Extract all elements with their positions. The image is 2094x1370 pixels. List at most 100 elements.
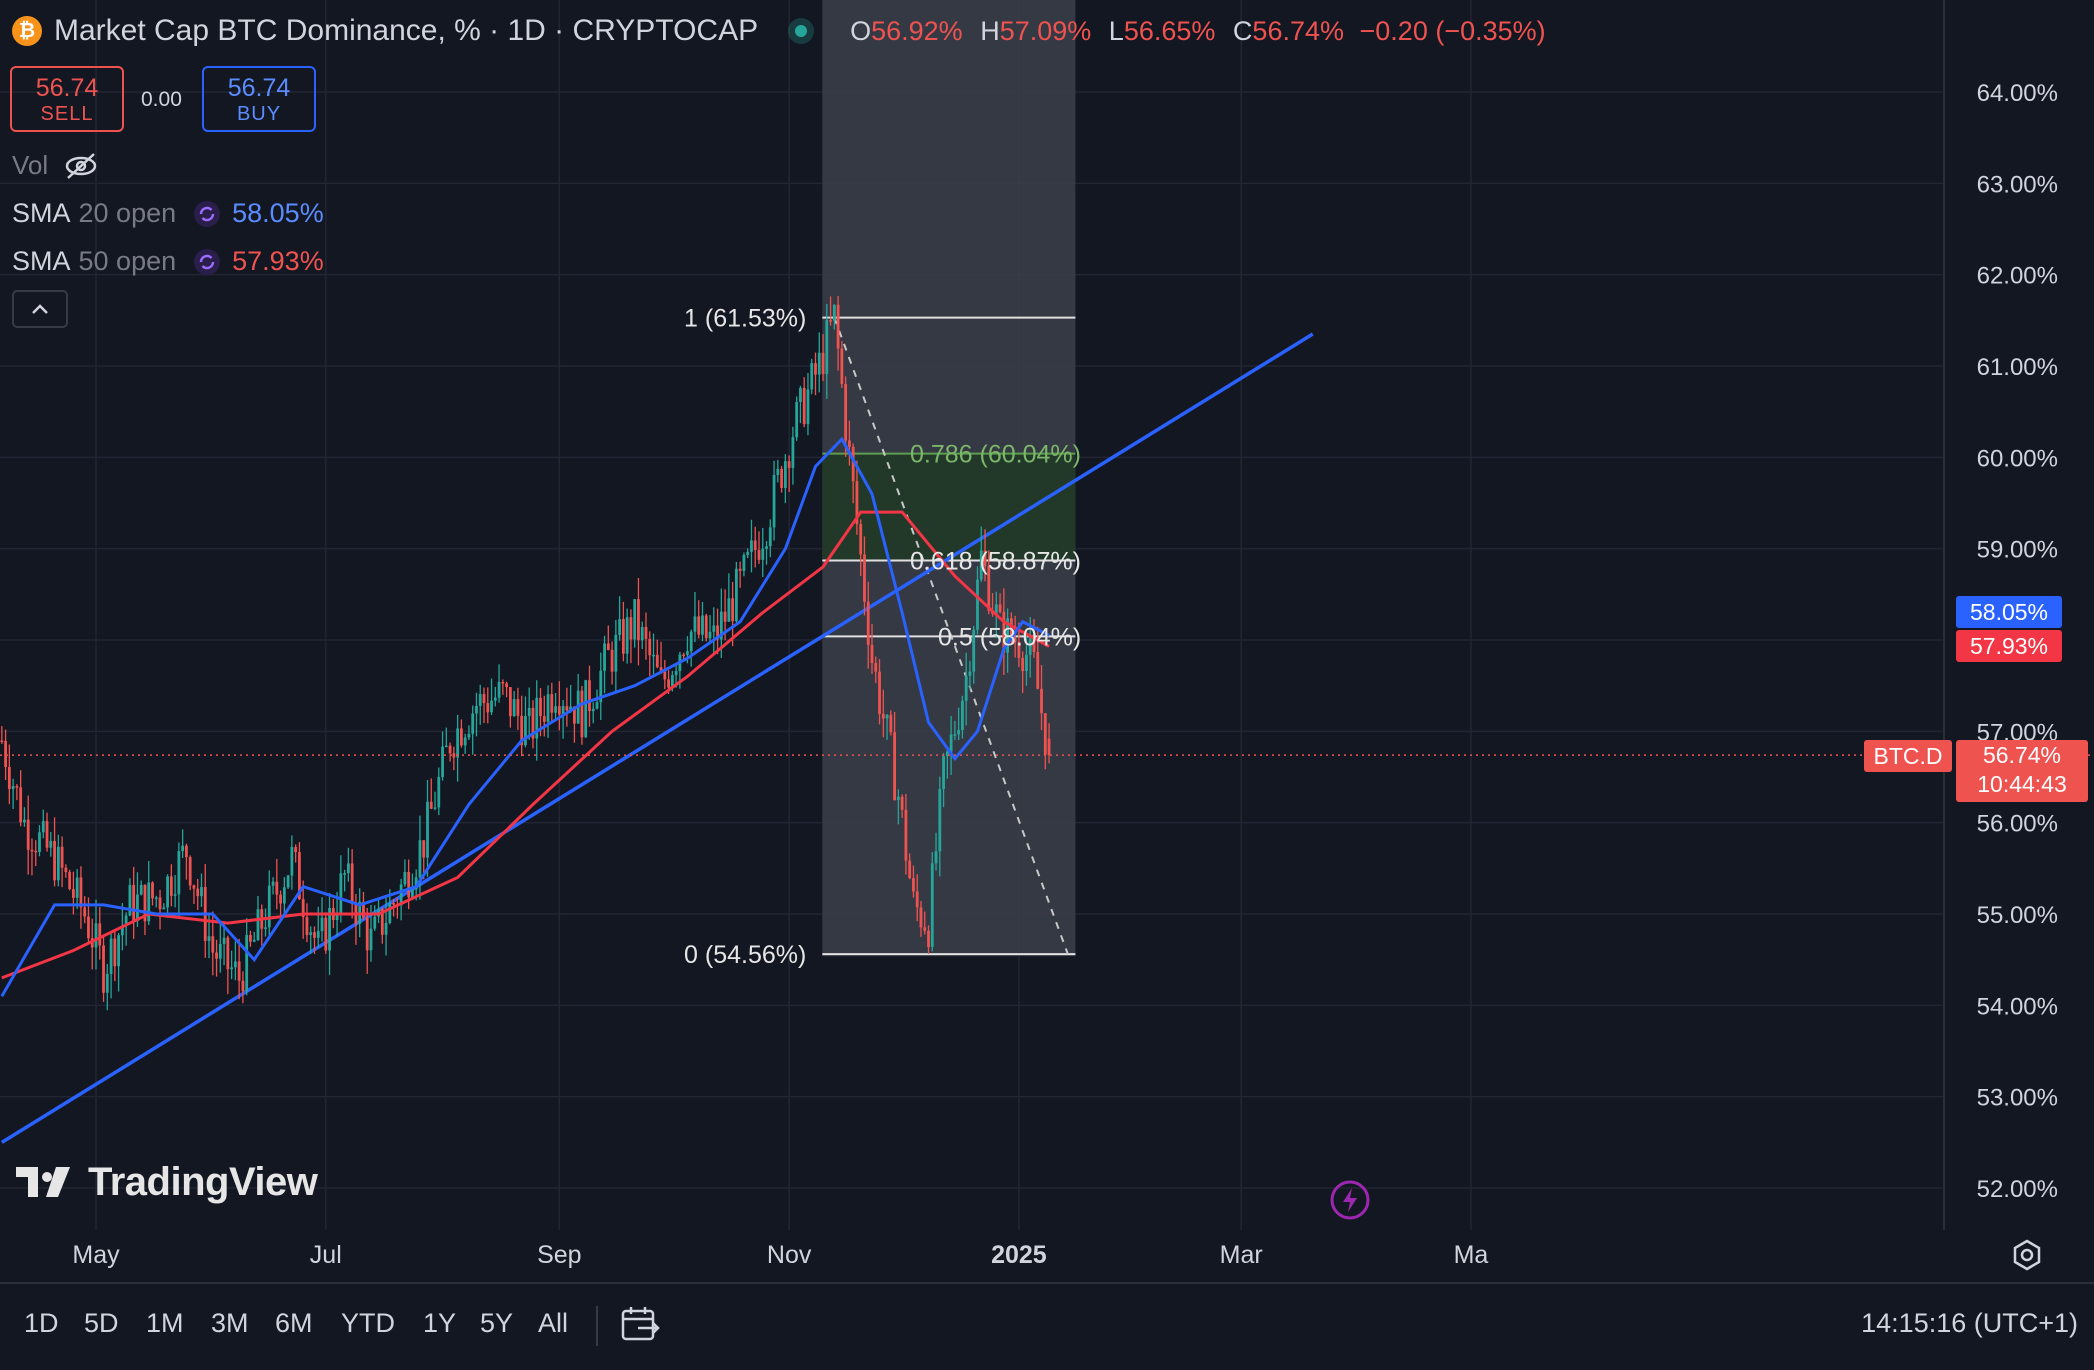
candle-body[interactable] xyxy=(429,801,433,809)
candle-body[interactable] xyxy=(290,847,294,876)
tradingview-logo[interactable]: TradingView xyxy=(16,1160,318,1205)
candle-body[interactable] xyxy=(557,706,561,715)
candle-body[interactable] xyxy=(836,304,840,349)
candle-body[interactable] xyxy=(71,889,75,898)
candle-body[interactable] xyxy=(188,857,192,886)
candle-body[interactable] xyxy=(60,846,64,868)
candle-body[interactable] xyxy=(817,352,821,375)
candle-body[interactable] xyxy=(746,551,750,556)
candle-body[interactable] xyxy=(441,746,444,777)
candle-body[interactable] xyxy=(493,697,497,701)
candle-body[interactable] xyxy=(795,402,799,438)
candle-body[interactable] xyxy=(633,599,637,640)
candle-body[interactable] xyxy=(968,671,972,676)
candle-body[interactable] xyxy=(915,891,919,908)
candle-body[interactable] xyxy=(49,840,53,848)
candle-body[interactable] xyxy=(723,611,727,622)
candle-body[interactable] xyxy=(742,555,746,571)
candle-body[interactable] xyxy=(588,680,591,712)
candle-body[interactable] xyxy=(19,787,23,823)
collapse-legend-button[interactable] xyxy=(12,290,68,328)
candle-body[interactable] xyxy=(863,554,866,602)
candle-body[interactable] xyxy=(41,821,45,833)
candle-body[interactable] xyxy=(490,700,493,713)
candle-body[interactable] xyxy=(158,897,162,910)
candle-body[interactable] xyxy=(271,881,275,886)
candle-body[interactable] xyxy=(256,909,260,941)
candle-body[interactable] xyxy=(324,917,328,951)
candle-body[interactable] xyxy=(599,670,603,703)
candle-body[interactable] xyxy=(780,468,783,488)
candle-body[interactable] xyxy=(825,320,829,375)
candle-body[interactable] xyxy=(731,598,735,622)
candle-body[interactable] xyxy=(674,671,678,676)
candle-body[interactable] xyxy=(844,383,848,441)
sma20-legend[interactable]: SMA 20 open 58.05% xyxy=(12,198,324,229)
candle-body[interactable] xyxy=(934,851,938,864)
candle-body[interactable] xyxy=(388,903,392,923)
candle-body[interactable] xyxy=(339,873,343,916)
candle-body[interactable] xyxy=(147,882,151,922)
range-1y[interactable]: 1Y xyxy=(423,1308,457,1338)
candle-body[interactable] xyxy=(475,705,478,714)
candle-body[interactable] xyxy=(783,461,787,488)
candle-body[interactable] xyxy=(264,927,267,929)
candle-body[interactable] xyxy=(655,654,659,668)
candle-body[interactable] xyxy=(422,840,426,858)
candle-body[interactable] xyxy=(610,649,614,672)
candle-body[interactable] xyxy=(169,876,173,896)
candle-body[interactable] xyxy=(237,961,241,981)
candle-body[interactable] xyxy=(45,821,49,848)
candle-body[interactable] xyxy=(689,631,693,652)
candle-body[interactable] xyxy=(478,693,482,706)
candle-body[interactable] xyxy=(878,671,881,714)
candle-body[interactable] xyxy=(806,389,810,425)
candle-body[interactable] xyxy=(520,715,524,746)
candle-body[interactable] xyxy=(267,885,271,928)
candle-body[interactable] xyxy=(151,882,154,899)
candle-body[interactable] xyxy=(117,935,121,967)
candle-body[interactable] xyxy=(535,697,539,739)
candle-body[interactable] xyxy=(113,938,117,967)
candle-body[interactable] xyxy=(908,860,912,879)
candle-body[interactable] xyxy=(866,601,870,645)
candle-body[interactable] xyxy=(787,461,791,468)
range-3m[interactable]: 3M xyxy=(211,1308,249,1338)
candle-body[interactable] xyxy=(584,680,588,738)
candle-body[interactable] xyxy=(414,877,418,890)
candle-body[interactable] xyxy=(98,923,102,946)
candle-body[interactable] xyxy=(976,579,979,630)
lightning-icon[interactable] xyxy=(1330,1180,1370,1220)
range-5y[interactable]: 5Y xyxy=(480,1308,514,1338)
candle-body[interactable] xyxy=(719,611,723,640)
candle-body[interactable] xyxy=(799,387,802,403)
candle-body[interactable] xyxy=(682,654,686,657)
candle-body[interactable] xyxy=(618,619,622,635)
candle-body[interactable] xyxy=(983,550,987,566)
candle-body[interactable] xyxy=(501,682,505,684)
candle-body[interactable] xyxy=(34,850,38,853)
candle-body[interactable] xyxy=(508,687,512,717)
candle-body[interactable] xyxy=(215,952,218,959)
candle-body[interactable] xyxy=(426,801,429,858)
candle-body[interactable] xyxy=(23,819,26,823)
candle-body[interactable] xyxy=(640,626,644,641)
candle-body[interactable] xyxy=(606,643,610,650)
candle-body[interactable] xyxy=(945,751,949,757)
candle-body[interactable] xyxy=(716,625,719,640)
candle-body[interactable] xyxy=(765,546,768,549)
candle-body[interactable] xyxy=(362,901,365,918)
candle-body[interactable] xyxy=(120,925,124,936)
candle-body[interactable] xyxy=(192,885,196,889)
candle-body[interactable] xyxy=(177,851,181,895)
candle-body[interactable] xyxy=(452,753,456,758)
candle-body[interactable] xyxy=(124,915,128,926)
candle-body[interactable] xyxy=(539,697,542,717)
candle-body[interactable] xyxy=(885,714,889,719)
candle-body[interactable] xyxy=(614,634,618,672)
chart-title[interactable]: Market Cap BTC Dominance, % · 1D · CRYPT… xyxy=(54,14,759,47)
buy-button[interactable]: 56.74 BUY xyxy=(202,66,316,132)
candle-body[interactable] xyxy=(874,663,878,672)
candle-body[interactable] xyxy=(143,884,147,922)
candle-body[interactable] xyxy=(4,740,7,768)
